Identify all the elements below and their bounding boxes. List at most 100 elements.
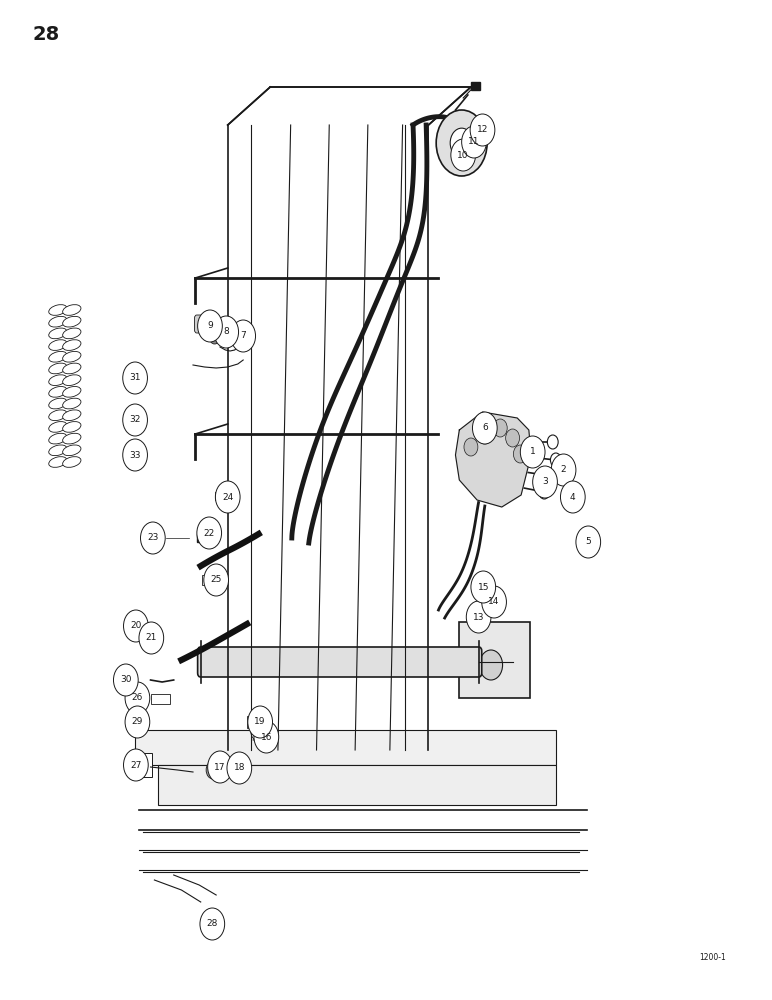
Text: 2: 2 [560,466,567,475]
Ellipse shape [49,445,67,456]
Circle shape [124,749,148,781]
Text: 27: 27 [130,760,141,770]
Circle shape [478,426,492,444]
Circle shape [197,517,222,549]
Text: 12: 12 [477,125,488,134]
Ellipse shape [63,316,81,327]
Text: 28: 28 [32,25,59,44]
Text: 20: 20 [130,621,141,631]
Text: 25: 25 [211,576,222,584]
FancyBboxPatch shape [151,694,170,704]
Text: 28: 28 [207,920,218,928]
Circle shape [560,481,585,513]
Ellipse shape [49,340,67,350]
Circle shape [139,622,164,654]
Circle shape [513,445,527,463]
FancyBboxPatch shape [198,647,482,677]
Ellipse shape [63,445,81,456]
Circle shape [125,682,150,714]
Ellipse shape [49,398,67,409]
Circle shape [576,526,601,558]
Text: 26: 26 [132,694,143,702]
FancyBboxPatch shape [158,765,556,805]
Text: 29: 29 [132,718,143,726]
Text: 22: 22 [204,528,215,538]
Circle shape [124,610,148,642]
Ellipse shape [49,422,67,432]
Circle shape [214,316,239,348]
Circle shape [520,436,545,468]
Text: 17: 17 [215,762,225,772]
Circle shape [547,435,558,449]
Ellipse shape [49,386,67,397]
Text: 9: 9 [207,322,213,330]
FancyBboxPatch shape [202,575,216,585]
Circle shape [464,438,478,456]
Ellipse shape [49,410,67,421]
Text: 3: 3 [542,478,548,487]
Circle shape [533,466,557,498]
Text: 19: 19 [255,718,266,726]
Circle shape [123,439,147,471]
Circle shape [493,419,507,437]
Ellipse shape [63,386,81,397]
Circle shape [226,761,240,779]
Circle shape [450,128,473,158]
Circle shape [546,469,557,483]
Bar [197,534,203,542]
Text: 16: 16 [261,732,272,742]
Text: 8: 8 [223,328,229,336]
FancyBboxPatch shape [135,730,556,765]
Circle shape [482,586,506,618]
Text: 5: 5 [585,538,591,546]
Ellipse shape [63,340,81,350]
Text: 32: 32 [130,416,141,424]
FancyBboxPatch shape [195,315,218,333]
Bar [471,82,480,90]
Circle shape [215,481,240,513]
Circle shape [506,429,520,447]
Circle shape [231,320,256,352]
FancyBboxPatch shape [459,622,530,698]
Circle shape [472,412,497,444]
FancyBboxPatch shape [247,716,264,728]
Circle shape [198,310,222,342]
Ellipse shape [49,305,67,315]
FancyBboxPatch shape [130,753,152,777]
Text: 21: 21 [146,634,157,643]
Ellipse shape [63,351,81,362]
Circle shape [123,362,147,394]
Text: 14: 14 [489,597,499,606]
Ellipse shape [63,375,81,386]
Ellipse shape [49,363,67,374]
Ellipse shape [63,433,81,444]
Circle shape [466,601,491,633]
Circle shape [551,454,576,486]
Ellipse shape [63,422,81,432]
Circle shape [113,664,138,696]
Text: 15: 15 [478,582,489,591]
Circle shape [123,404,147,436]
Circle shape [200,908,225,940]
Circle shape [206,761,220,779]
Circle shape [209,330,220,344]
Text: 4: 4 [570,492,576,502]
Text: 13: 13 [473,612,484,621]
Circle shape [204,564,229,596]
Text: 1: 1 [530,448,536,456]
Text: 23: 23 [147,534,158,542]
Circle shape [227,752,252,784]
Circle shape [550,453,561,467]
Circle shape [248,706,273,738]
Ellipse shape [63,457,81,467]
Ellipse shape [63,305,81,315]
Text: 18: 18 [234,764,245,772]
Text: 1200-1: 1200-1 [699,953,726,962]
Text: 24: 24 [222,492,233,502]
Circle shape [251,724,263,740]
Circle shape [451,139,476,171]
Text: 10: 10 [458,150,469,159]
Circle shape [208,751,232,783]
Circle shape [470,114,495,146]
FancyBboxPatch shape [215,492,229,500]
